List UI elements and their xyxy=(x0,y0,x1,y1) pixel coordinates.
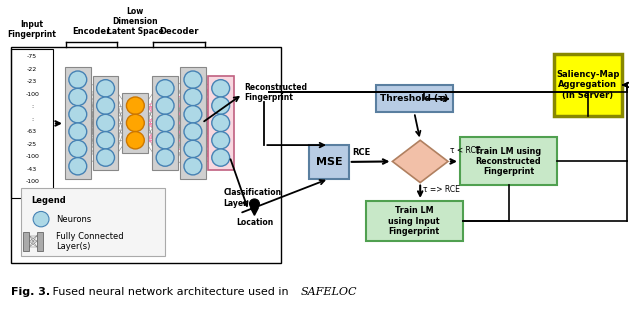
Circle shape xyxy=(184,157,202,175)
Text: :: : xyxy=(31,117,33,122)
Text: -100: -100 xyxy=(25,91,39,97)
FancyBboxPatch shape xyxy=(23,232,29,251)
FancyBboxPatch shape xyxy=(460,137,557,185)
FancyBboxPatch shape xyxy=(375,86,453,112)
Circle shape xyxy=(212,149,230,166)
Circle shape xyxy=(184,71,202,88)
Circle shape xyxy=(127,132,144,149)
Circle shape xyxy=(69,157,87,175)
FancyBboxPatch shape xyxy=(11,49,53,198)
Circle shape xyxy=(96,114,115,132)
Circle shape xyxy=(33,211,49,227)
Text: Low
Dimension
Latent Space: Low Dimension Latent Space xyxy=(107,7,164,36)
Circle shape xyxy=(96,149,115,166)
Circle shape xyxy=(249,199,260,209)
Text: Legend: Legend xyxy=(31,196,66,205)
FancyBboxPatch shape xyxy=(152,76,178,170)
Text: -22: -22 xyxy=(27,67,37,72)
Text: :: : xyxy=(31,104,33,109)
Circle shape xyxy=(96,97,115,114)
FancyBboxPatch shape xyxy=(37,232,43,251)
Text: Saliency-Map
Aggregation
(In Server): Saliency-Map Aggregation (In Server) xyxy=(556,70,620,100)
FancyBboxPatch shape xyxy=(554,54,622,116)
Polygon shape xyxy=(251,208,258,215)
Polygon shape xyxy=(392,140,448,183)
Circle shape xyxy=(127,97,144,114)
Text: MSE: MSE xyxy=(316,157,342,167)
Text: Decoder: Decoder xyxy=(159,27,199,36)
FancyBboxPatch shape xyxy=(93,76,118,170)
Circle shape xyxy=(69,123,87,140)
FancyBboxPatch shape xyxy=(122,93,148,153)
Text: Fully Connected
Layer(s): Fully Connected Layer(s) xyxy=(56,232,123,251)
Text: -63: -63 xyxy=(27,129,37,134)
Circle shape xyxy=(156,97,174,114)
Text: Threshold (τ): Threshold (τ) xyxy=(380,95,449,104)
Circle shape xyxy=(69,88,87,106)
Text: RCE: RCE xyxy=(353,148,371,157)
Circle shape xyxy=(69,106,87,123)
Text: Train LM
using Input
Fingerprint: Train LM using Input Fingerprint xyxy=(389,206,440,236)
Text: Neurons: Neurons xyxy=(56,215,91,224)
Text: -43: -43 xyxy=(27,166,37,172)
Text: -100: -100 xyxy=(25,179,39,184)
FancyBboxPatch shape xyxy=(309,145,349,179)
Circle shape xyxy=(184,106,202,123)
Circle shape xyxy=(69,140,87,157)
Text: Encoder: Encoder xyxy=(72,27,111,36)
Circle shape xyxy=(184,123,202,140)
FancyBboxPatch shape xyxy=(180,67,206,179)
Circle shape xyxy=(127,114,144,132)
Text: Location: Location xyxy=(236,218,273,227)
FancyBboxPatch shape xyxy=(65,67,91,179)
Text: -75: -75 xyxy=(27,54,37,59)
Circle shape xyxy=(96,80,115,97)
FancyBboxPatch shape xyxy=(365,201,463,241)
Text: -100: -100 xyxy=(25,154,39,159)
Text: SAFELOC: SAFELOC xyxy=(301,287,358,297)
Text: τ => RCE: τ => RCE xyxy=(423,185,460,194)
Text: -25: -25 xyxy=(27,142,37,147)
Text: Reconstructed
Fingerprint: Reconstructed Fingerprint xyxy=(244,82,307,102)
Text: -23: -23 xyxy=(27,79,37,84)
Text: Fig. 3.: Fig. 3. xyxy=(11,287,50,297)
Circle shape xyxy=(212,97,230,114)
Circle shape xyxy=(156,132,174,149)
Text: Input
Fingerprint: Input Fingerprint xyxy=(8,20,57,39)
Circle shape xyxy=(212,132,230,149)
Text: .: . xyxy=(349,287,352,297)
Text: Train LM using
Reconstructed
Fingerprint: Train LM using Reconstructed Fingerprint xyxy=(476,147,542,176)
Text: τ < RCE: τ < RCE xyxy=(450,146,481,155)
Circle shape xyxy=(184,140,202,157)
Circle shape xyxy=(212,114,230,132)
Circle shape xyxy=(156,80,174,97)
Circle shape xyxy=(69,71,87,88)
Circle shape xyxy=(184,88,202,106)
FancyBboxPatch shape xyxy=(21,188,165,256)
Circle shape xyxy=(156,149,174,166)
FancyBboxPatch shape xyxy=(208,76,234,170)
Circle shape xyxy=(212,80,230,97)
Circle shape xyxy=(96,132,115,149)
Circle shape xyxy=(156,114,174,132)
Text: Fused neural network architecture used in: Fused neural network architecture used i… xyxy=(49,287,292,297)
Text: Classification
Layer: Classification Layer xyxy=(224,188,282,208)
